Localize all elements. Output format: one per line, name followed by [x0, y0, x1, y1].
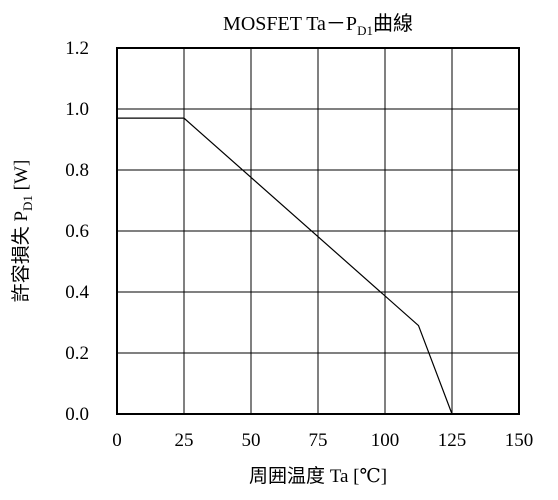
y-tick-label: 0.8	[65, 160, 89, 181]
chart-title: MOSFET Ta－PD1曲線	[223, 12, 413, 38]
y-tick-label: 1.0	[65, 99, 89, 120]
y-tick-label: 1.2	[65, 38, 89, 59]
x-tick-label: 100	[371, 430, 400, 451]
x-axis-title: 周囲温度 Ta [℃]	[249, 465, 387, 487]
grid-lines	[116, 47, 520, 415]
x-tick-label: 50	[242, 430, 261, 451]
x-tick-label: 150	[505, 430, 534, 451]
y-tick-label: 0.4	[65, 282, 89, 303]
x-tick-label: 125	[438, 430, 467, 451]
y-tick-labels: 0.0 0.2 0.4 0.6 0.8 1.0 1.2	[65, 38, 89, 425]
y-tick-label: 0.0	[65, 404, 89, 425]
y-tick-label: 0.2	[65, 343, 89, 364]
x-tick-label: 0	[112, 430, 122, 451]
x-tick-label: 75	[309, 430, 328, 451]
series-line	[117, 117, 453, 415]
x-tick-labels: 0 25 50 75 100 125 150	[112, 430, 533, 451]
y-tick-label: 0.6	[65, 221, 89, 242]
plot-frame	[116, 47, 520, 415]
series-group	[117, 117, 453, 415]
x-tick-label: 25	[175, 430, 194, 451]
y-axis-title: 許容損失 PD1 [W]	[10, 160, 35, 303]
